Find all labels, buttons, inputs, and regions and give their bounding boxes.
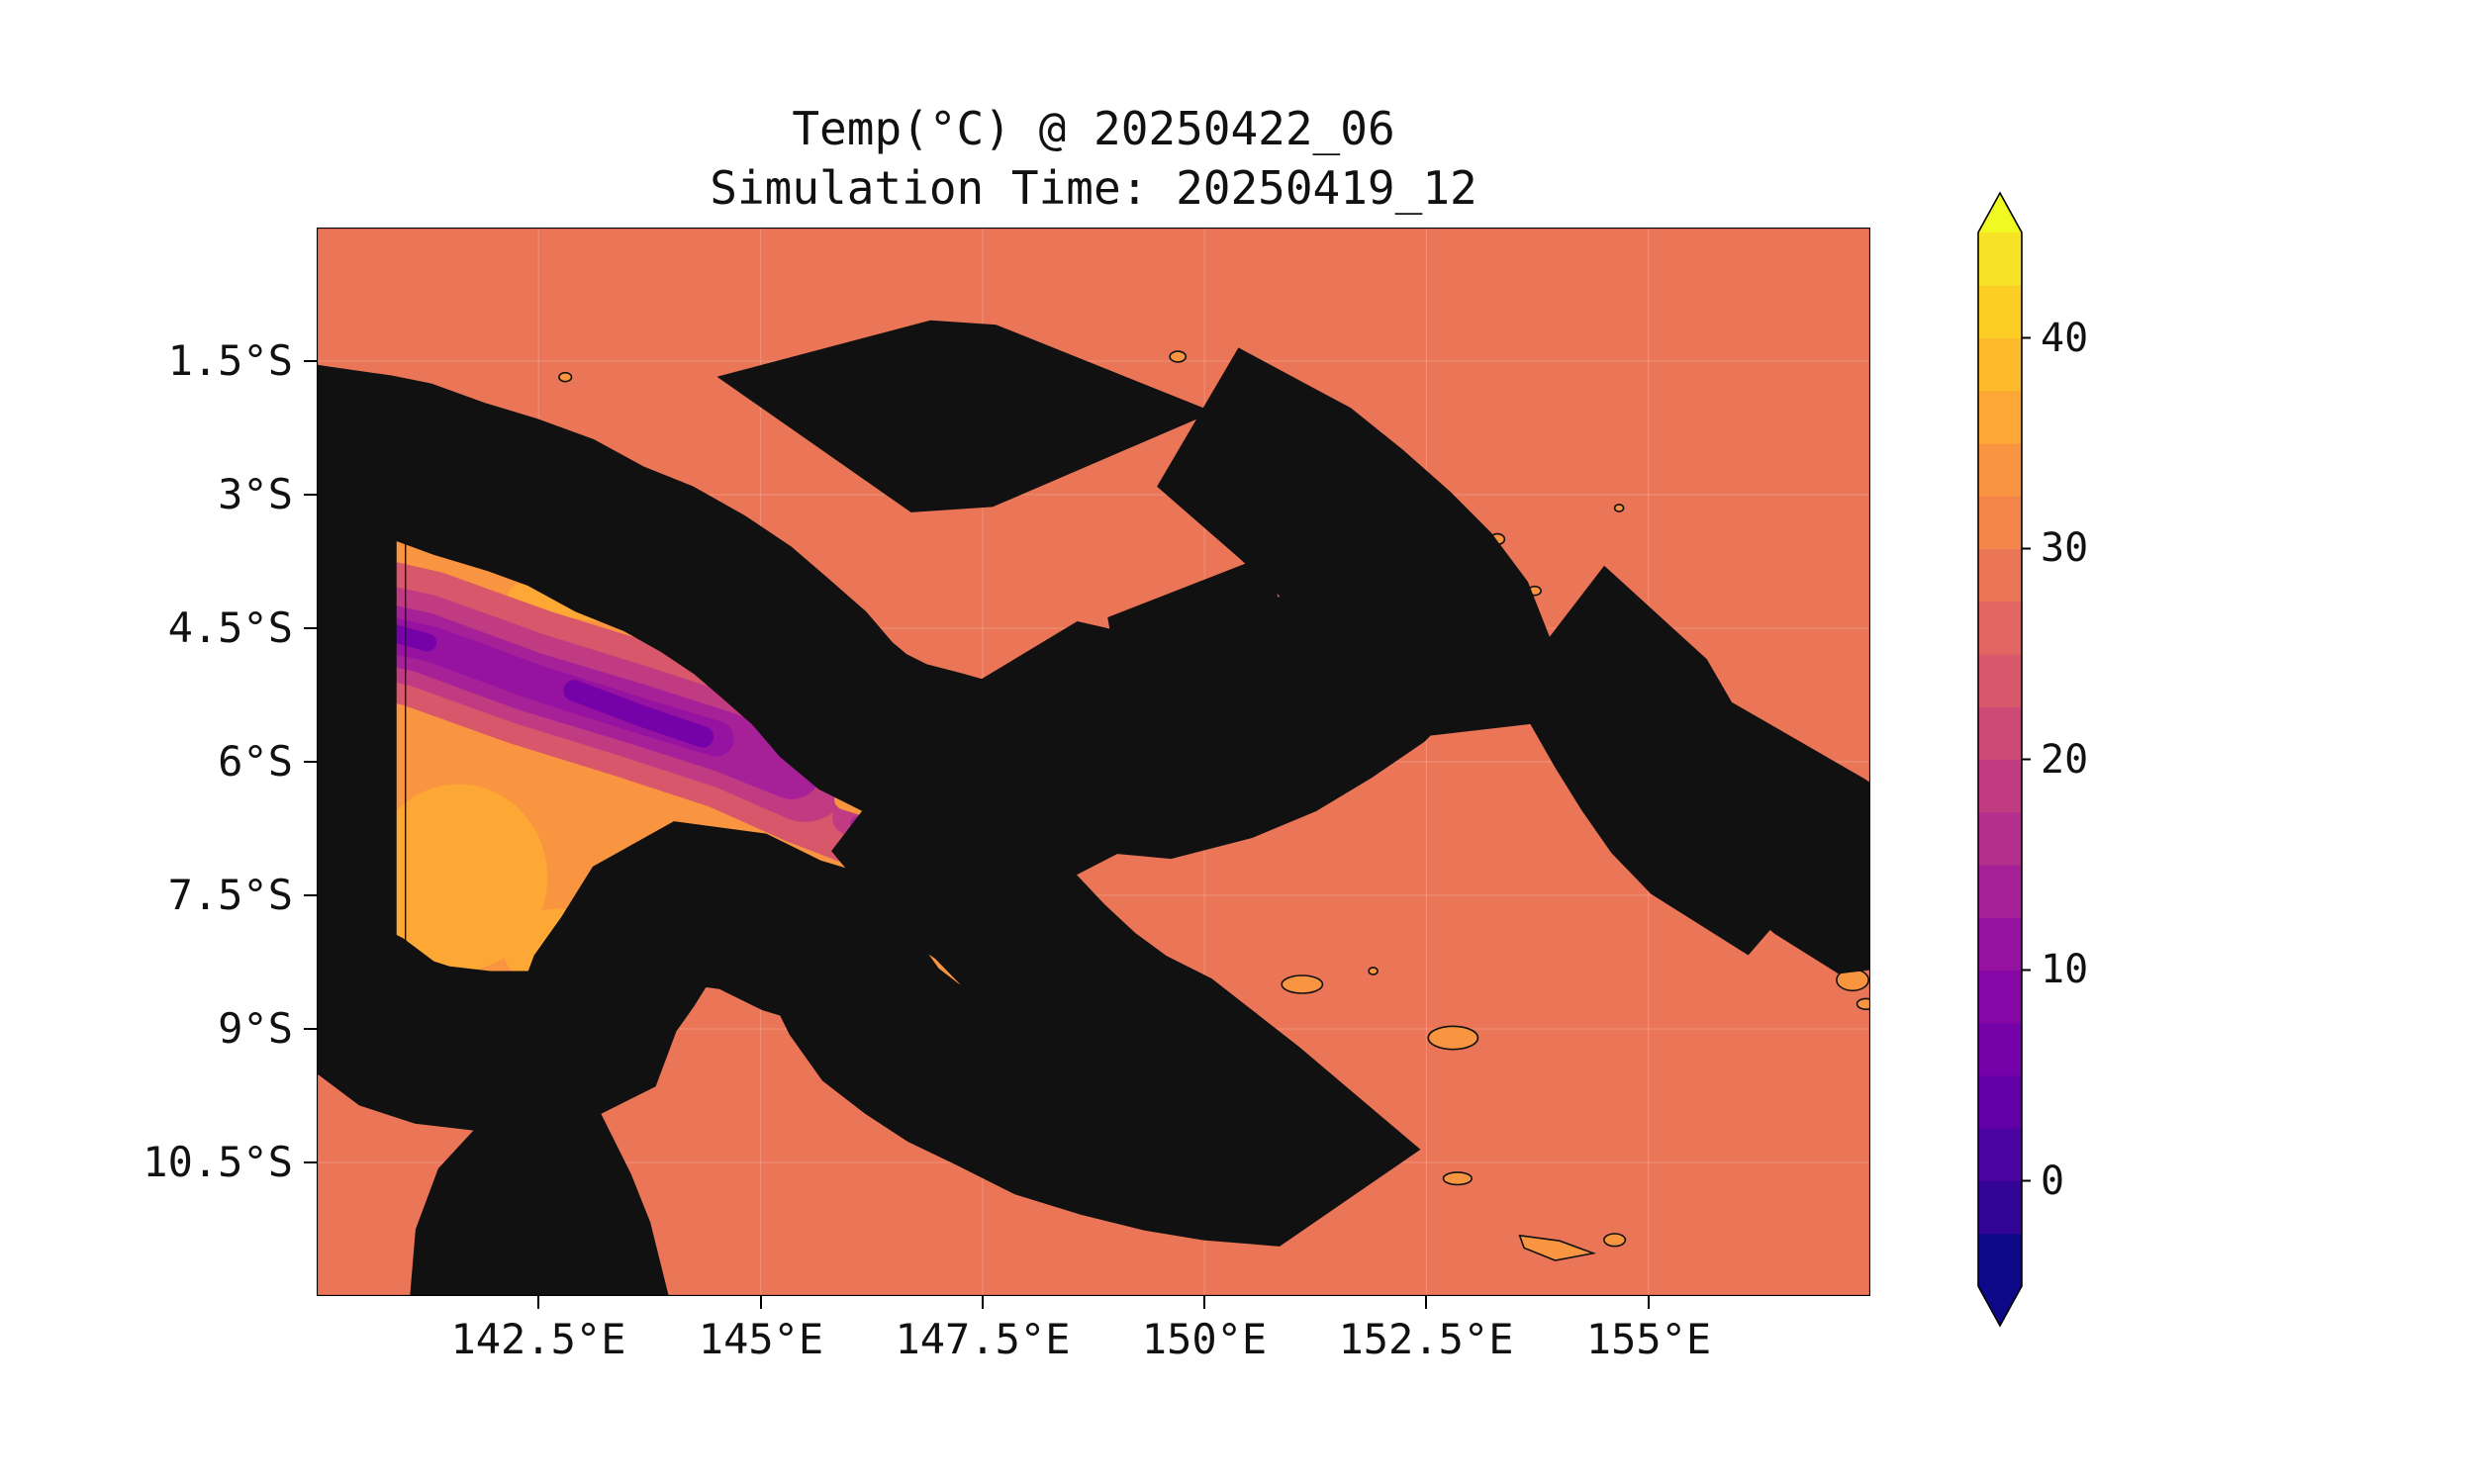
x-tick-mark [760,1296,762,1309]
colorbar-tick-label: 20 [2041,737,2089,783]
colorbar [1977,191,2031,1328]
x-tick-label: 155°E [1585,1315,1712,1363]
map-canvas [317,228,1870,1296]
colorbar-under-arrow [1978,1286,2022,1326]
x-tick-label: 142.5°E [450,1315,626,1363]
y-tick-label: 1.5°S [167,336,293,385]
colorbar-tick-label: 0 [2041,1159,2065,1204]
y-tick-label: 6°S [218,737,293,786]
y-tick-label: 10.5°S [143,1138,293,1186]
colorbar-bands [1978,232,2022,1287]
x-tick-label: 147.5°E [895,1315,1071,1363]
x-tick-mark [1648,1296,1650,1309]
y-tick-label: 9°S [218,1004,293,1053]
colorbar-outline [1977,191,2023,1328]
y-tick-mark [304,1161,317,1163]
y-tick-mark [304,494,317,496]
colorbar-tick-marks [2022,336,2031,1182]
y-tick-mark [304,360,317,362]
x-tick-label: 150°E [1141,1315,1268,1363]
colorbar-tick-label: 40 [2041,316,2089,361]
y-tick-mark [304,894,317,896]
chart-title-line2: Simulation Time: 20250419_12 [710,161,1477,215]
y-tick-mark [304,1028,317,1030]
x-tick-mark [982,1296,984,1309]
y-tick-mark [304,761,317,763]
chart-title-line1: Temp(°C) @ 20250422_06 [792,102,1395,155]
y-tick-label: 7.5°S [167,871,293,919]
x-tick-label: 145°E [698,1315,824,1363]
x-tick-mark [1425,1296,1427,1309]
chart-title: Temp(°C) @ 20250422_06 Simulation Time: 2… [317,99,1870,218]
y-tick-label: 3°S [218,470,293,518]
x-tick-label: 152.5°E [1338,1315,1514,1363]
colorbar-over-arrow [1978,193,2022,232]
y-tick-mark [304,627,317,629]
colorbar-tick-label: 10 [2041,947,2089,992]
x-tick-mark [537,1296,539,1309]
x-tick-mark [1203,1296,1205,1309]
y-tick-label: 4.5°S [167,603,293,652]
colorbar-tick-label: 30 [2041,525,2089,571]
